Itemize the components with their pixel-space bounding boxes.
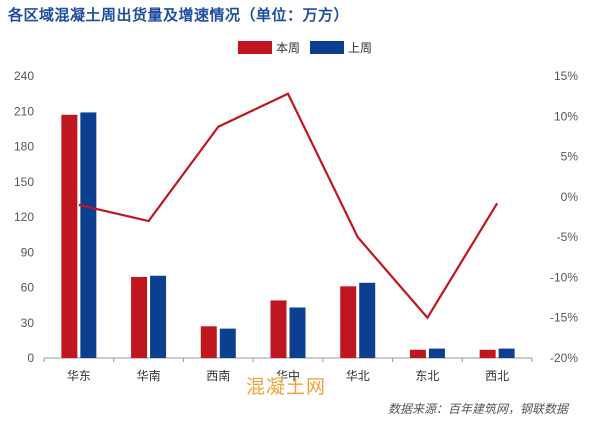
chart-title: 各区域混凝土周出货量及增速情况（单位：万方） (8, 6, 350, 24)
left-tick-label: 30 (21, 316, 35, 330)
category-label: 西北 (485, 369, 509, 383)
right-tick-label: 10% (554, 109, 578, 123)
growth-line-series (78, 92, 499, 320)
left-axis: 0 30 60 90 120 150 180 210 240 (14, 69, 34, 365)
bar-last-week (80, 112, 97, 358)
source-note: 数据来源：百年建筑网，钢联数据 (387, 402, 568, 416)
category-label: 华东 (67, 369, 91, 383)
left-tick-label: 150 (14, 175, 34, 189)
right-tick-label: 5% (561, 150, 579, 164)
left-tick-label: 180 (14, 140, 34, 154)
right-tick-label: 0% (561, 190, 579, 204)
bar-this-week (340, 286, 357, 358)
bar-this-week (200, 326, 217, 358)
legend-label: 本周 (276, 41, 300, 55)
bar-last-week (359, 282, 376, 358)
bar-this-week (131, 276, 148, 358)
right-tick-label: -20% (550, 351, 578, 365)
bar-this-week (409, 349, 426, 358)
bar-last-week (498, 348, 515, 358)
bar-last-week (219, 328, 236, 358)
category-label: 华南 (137, 368, 161, 383)
legend-swatch (310, 41, 344, 54)
category-label: 华中 (276, 368, 300, 383)
left-tick-label: 90 (21, 245, 35, 259)
bar-this-week (270, 300, 287, 358)
category-label: 西南 (206, 368, 230, 383)
left-tick-label: 0 (27, 351, 34, 365)
legend-swatch (238, 41, 272, 54)
left-tick-label: 60 (21, 281, 35, 295)
right-tick-label: 15% (554, 69, 578, 83)
category-label: 华北 (346, 369, 370, 383)
bar-this-week (61, 114, 78, 359)
bar-last-week (289, 307, 306, 358)
left-tick-label: 240 (14, 69, 34, 83)
right-tick-label: -5% (557, 230, 579, 244)
legend: 本周 上周 (238, 41, 372, 55)
right-axis: -20% -15% -10% -5% 0% 5% 10% 15% (550, 69, 578, 365)
right-tick-label: -15% (550, 311, 578, 325)
watermark: 混凝土网 (246, 376, 327, 398)
legend-label: 上周 (348, 41, 372, 55)
left-tick-label: 210 (14, 104, 34, 118)
category-labels: 华东 华南 西南 华中 华北 东北 西北 (67, 368, 509, 383)
bar-this-week (479, 349, 496, 358)
bars (43, 112, 533, 362)
bar-last-week (150, 275, 167, 358)
left-tick-label: 120 (14, 210, 34, 224)
category-label: 东北 (415, 369, 439, 383)
right-tick-label: -10% (550, 270, 578, 284)
bar-last-week (428, 348, 445, 358)
